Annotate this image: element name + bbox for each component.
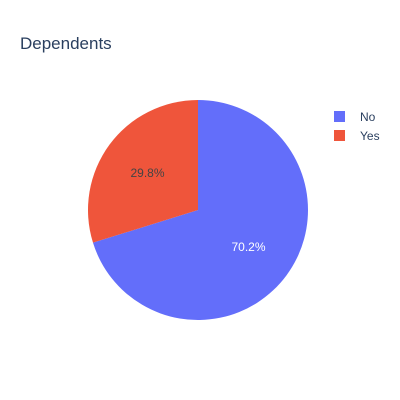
pie-slice-labels: 70.2% 29.8% xyxy=(130,166,265,254)
legend-item-no[interactable]: No xyxy=(334,107,380,126)
chart-title: Dependents xyxy=(20,34,112,53)
pie-slices xyxy=(88,100,308,320)
pie-slice-label-no: 70.2% xyxy=(231,240,265,254)
pie-slice-yes[interactable] xyxy=(88,100,198,243)
legend-label-yes: Yes xyxy=(360,128,380,143)
legend-swatch-no xyxy=(334,111,345,122)
legend-swatch-yes xyxy=(334,130,345,141)
legend-label-no: No xyxy=(360,109,376,124)
legend-item-yes[interactable]: Yes xyxy=(334,126,380,145)
pie-slice-no[interactable] xyxy=(92,100,308,320)
pie-slice-label-yes: 29.8% xyxy=(130,166,164,180)
legend: No Yes xyxy=(334,107,380,145)
